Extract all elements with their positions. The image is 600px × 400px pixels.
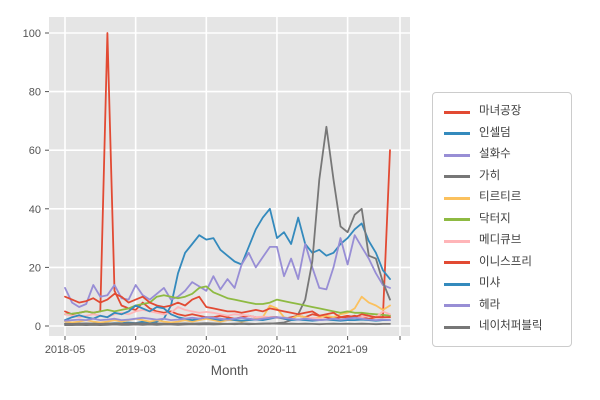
- legend-swatch: [444, 175, 470, 178]
- y-tick-label: 40: [29, 204, 41, 216]
- legend-label: 인셀덤: [479, 126, 511, 139]
- legend-label: 가히: [479, 169, 501, 182]
- x-tick-label: 2019-03: [115, 344, 155, 356]
- y-tick-label: 60: [29, 145, 41, 157]
- legend-label: 마녀공장: [479, 105, 522, 118]
- series-line-10: [64, 322, 391, 326]
- x-axis-title: Month: [211, 363, 249, 378]
- y-tick-label: 100: [23, 28, 41, 40]
- legend-item: 미샤: [444, 274, 563, 294]
- legend-item: 티르티르: [444, 188, 563, 208]
- x-tick-label: 2020-11: [257, 344, 297, 356]
- series-line-2: [64, 234, 391, 308]
- legend-swatch: [444, 304, 470, 307]
- legend-label: 메디큐브: [479, 234, 522, 247]
- legend-item: 이니스프리: [444, 253, 563, 273]
- legend-item: 인셀덤: [444, 124, 563, 144]
- legend-swatch: [444, 218, 470, 221]
- x-tick-label: 2018-05: [45, 344, 85, 356]
- legend-swatch: [444, 132, 470, 135]
- x-tick-label: 2021-09: [327, 344, 367, 356]
- legend-item: 네이처퍼블릭: [444, 317, 563, 337]
- legend-label: 네이처퍼블릭: [479, 320, 543, 333]
- series-line-7: [64, 292, 391, 319]
- legend-swatch: [444, 261, 470, 264]
- legend-label: 미샤: [479, 277, 501, 290]
- x-tick-label: 2020-01: [186, 344, 226, 356]
- legend-swatch: [444, 325, 470, 329]
- legend-label: 헤라: [479, 298, 501, 311]
- legend-item: 설화수: [444, 145, 563, 165]
- legend-swatch: [444, 196, 470, 200]
- legend-item: 마녀공장: [444, 102, 563, 122]
- y-tick-label: 0: [35, 321, 41, 333]
- series-line-9: [64, 316, 391, 322]
- legend-label: 설화수: [479, 148, 511, 161]
- legend-item: 메디큐브: [444, 231, 563, 251]
- legend-swatch: [444, 110, 470, 114]
- legend-item: 닥터지: [444, 210, 563, 230]
- legend-label: 티르티르: [479, 191, 522, 204]
- legend-item: 가히: [444, 167, 563, 187]
- legend-label: 이니스프리: [479, 255, 532, 268]
- series-line-5: [64, 285, 391, 317]
- y-tick-label: 80: [29, 87, 41, 99]
- legend-swatch: [444, 153, 470, 157]
- legend-swatch: [444, 282, 470, 286]
- legend-label: 닥터지: [479, 212, 511, 225]
- legend-swatch: [444, 239, 470, 243]
- legend-item: 헤라: [444, 296, 563, 316]
- y-tick-label: 20: [29, 262, 41, 274]
